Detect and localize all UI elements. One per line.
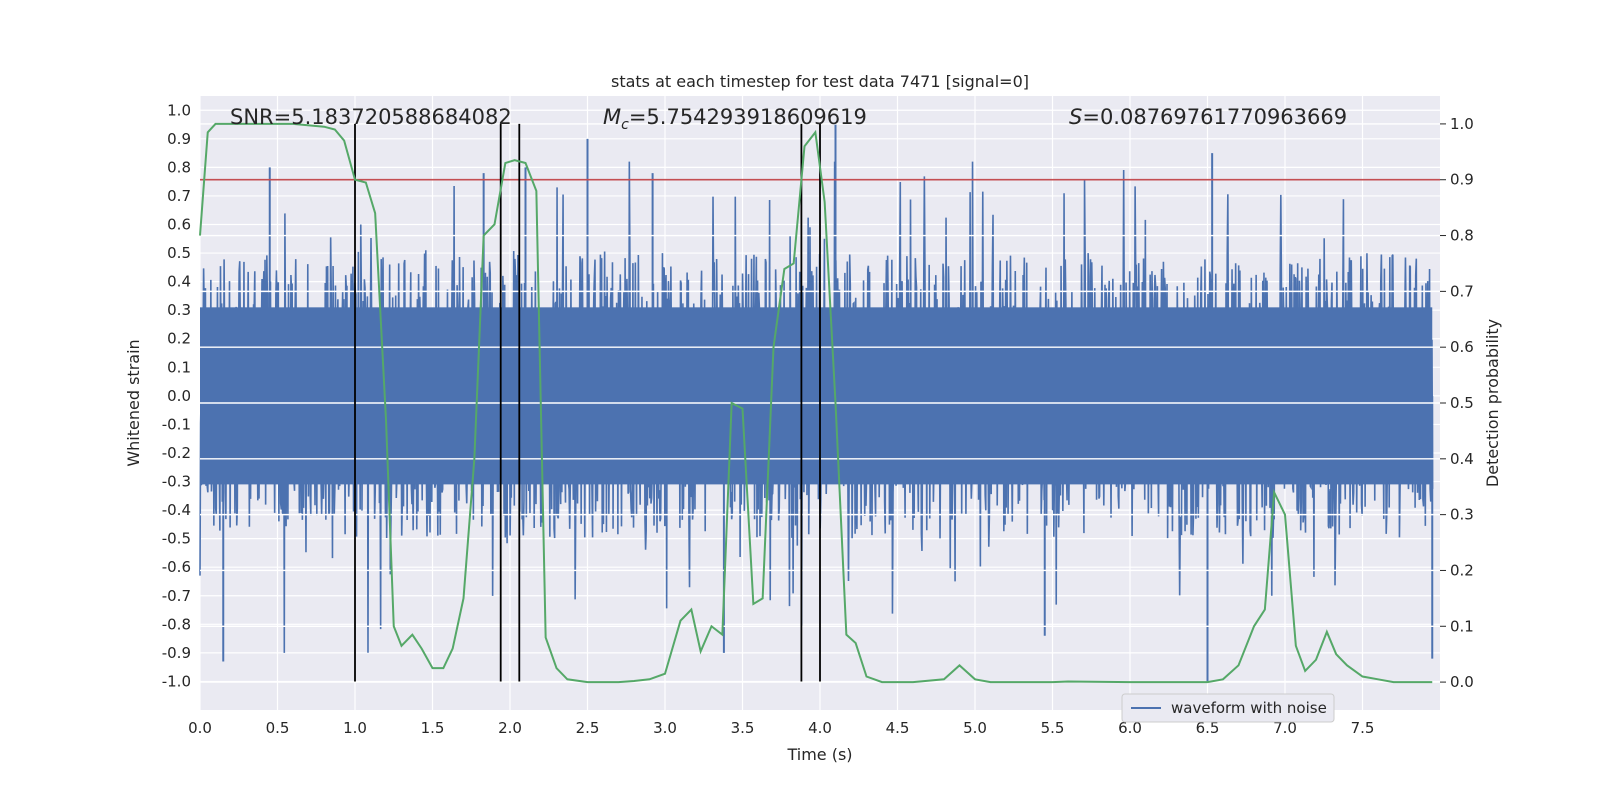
x-tick-label: 0.5 [266, 719, 290, 737]
y-tick-label: -0.3 [162, 473, 191, 491]
s-annotation: S=0.08769761770963669 [1069, 105, 1347, 129]
y-tick-label: -0.4 [162, 501, 191, 519]
x-tick-label: 7.0 [1273, 719, 1297, 737]
y2-tick-label: 0.4 [1450, 450, 1474, 468]
y2-tick-label: 0.1 [1450, 617, 1474, 635]
x-tick-label: 4.0 [808, 719, 832, 737]
y2-tick-label: 0.7 [1450, 282, 1474, 300]
y2-tick-label: 0.9 [1450, 171, 1474, 189]
s-value: =0.08769761770963669 [1082, 105, 1347, 129]
x-tick-label: 2.0 [498, 719, 522, 737]
y-tick-label: 0.6 [167, 216, 191, 234]
y-tick-label: 0.2 [167, 330, 191, 348]
y2-tick-label: 0.8 [1450, 227, 1474, 245]
y2-tick-label: 1.0 [1450, 115, 1474, 133]
y-tick-label: -0.7 [162, 587, 191, 605]
detection-probability-line [199, 122, 1433, 684]
y-tick-label: -0.5 [162, 530, 191, 548]
ticks: 0.0 0.5 1.0 1.5 2.0 2.5 3.0 3.5 4.0 4.5 5.0 5.5 6.0 6… [162, 101, 1474, 737]
x-axis-label: Time (s) [786, 745, 852, 764]
legend-label: waveform with noise [1171, 699, 1327, 717]
y-tick-label: 0.1 [167, 358, 191, 376]
y-tick-label: -1.0 [162, 672, 191, 690]
chirp-mass-subscript: c [621, 117, 629, 133]
x-tick-label: 2.5 [576, 719, 600, 737]
chart-title: stats at each timestep for test data 747… [611, 72, 1029, 91]
x-tick-label: 3.5 [731, 719, 755, 737]
x-tick-label: 6.0 [1118, 719, 1142, 737]
y-tick-label: 0.8 [167, 158, 191, 176]
y-tick-label: -0.2 [162, 444, 191, 462]
x-tick-label: 6.5 [1196, 719, 1220, 737]
y-tick-label: 0.4 [167, 273, 191, 291]
y2-tick-label: 0.3 [1450, 506, 1474, 524]
waveform-core [200, 307, 1433, 485]
y-tick-label: 0.3 [167, 301, 191, 319]
chirp-mass-value: =5.754293918609619 [629, 105, 867, 129]
y2-tick-label: 0.6 [1450, 338, 1474, 356]
chirp-mass-symbol: M [603, 105, 621, 129]
y-tick-label: -0.9 [162, 644, 191, 662]
x-tick-label: 7.5 [1351, 719, 1375, 737]
y-tick-label: 0.5 [167, 244, 191, 262]
s-symbol: S [1069, 105, 1082, 129]
y-tick-label: -0.1 [162, 415, 191, 433]
y-axis-label: Whitened strain [124, 339, 143, 466]
y-tick-label: -0.8 [162, 615, 191, 633]
x-tick-label: 1.0 [343, 719, 367, 737]
chirp-mass-annotation: Mc=5.754293918609619 [603, 105, 867, 133]
x-tick-label: 5.5 [1041, 719, 1065, 737]
y-tick-label: 0.9 [167, 130, 191, 148]
y-tick-label: 0.0 [167, 387, 191, 405]
y-tick-label: 1.0 [167, 101, 191, 119]
snr-annotation: SNR=5.183720588684082 [230, 105, 512, 129]
x-tick-label: 1.5 [421, 719, 445, 737]
y2-tick-label: 0.2 [1450, 561, 1474, 579]
x-tick-label: 5.0 [963, 719, 987, 737]
x-tick-label: 0.0 [188, 719, 212, 737]
y2-tick-label: 0.0 [1450, 673, 1474, 691]
legend: waveform with noise [1121, 693, 1335, 723]
y2-tick-label: 0.5 [1450, 394, 1474, 412]
x-tick-label: 4.5 [886, 719, 910, 737]
x-tick-label: 3.0 [653, 719, 677, 737]
y2-axis-label: Detection probability [1483, 319, 1502, 487]
legend-box [1121, 693, 1335, 723]
y-tick-label: -0.6 [162, 558, 191, 576]
y-tick-label: 0.7 [167, 187, 191, 205]
data-layer [199, 122, 1440, 684]
